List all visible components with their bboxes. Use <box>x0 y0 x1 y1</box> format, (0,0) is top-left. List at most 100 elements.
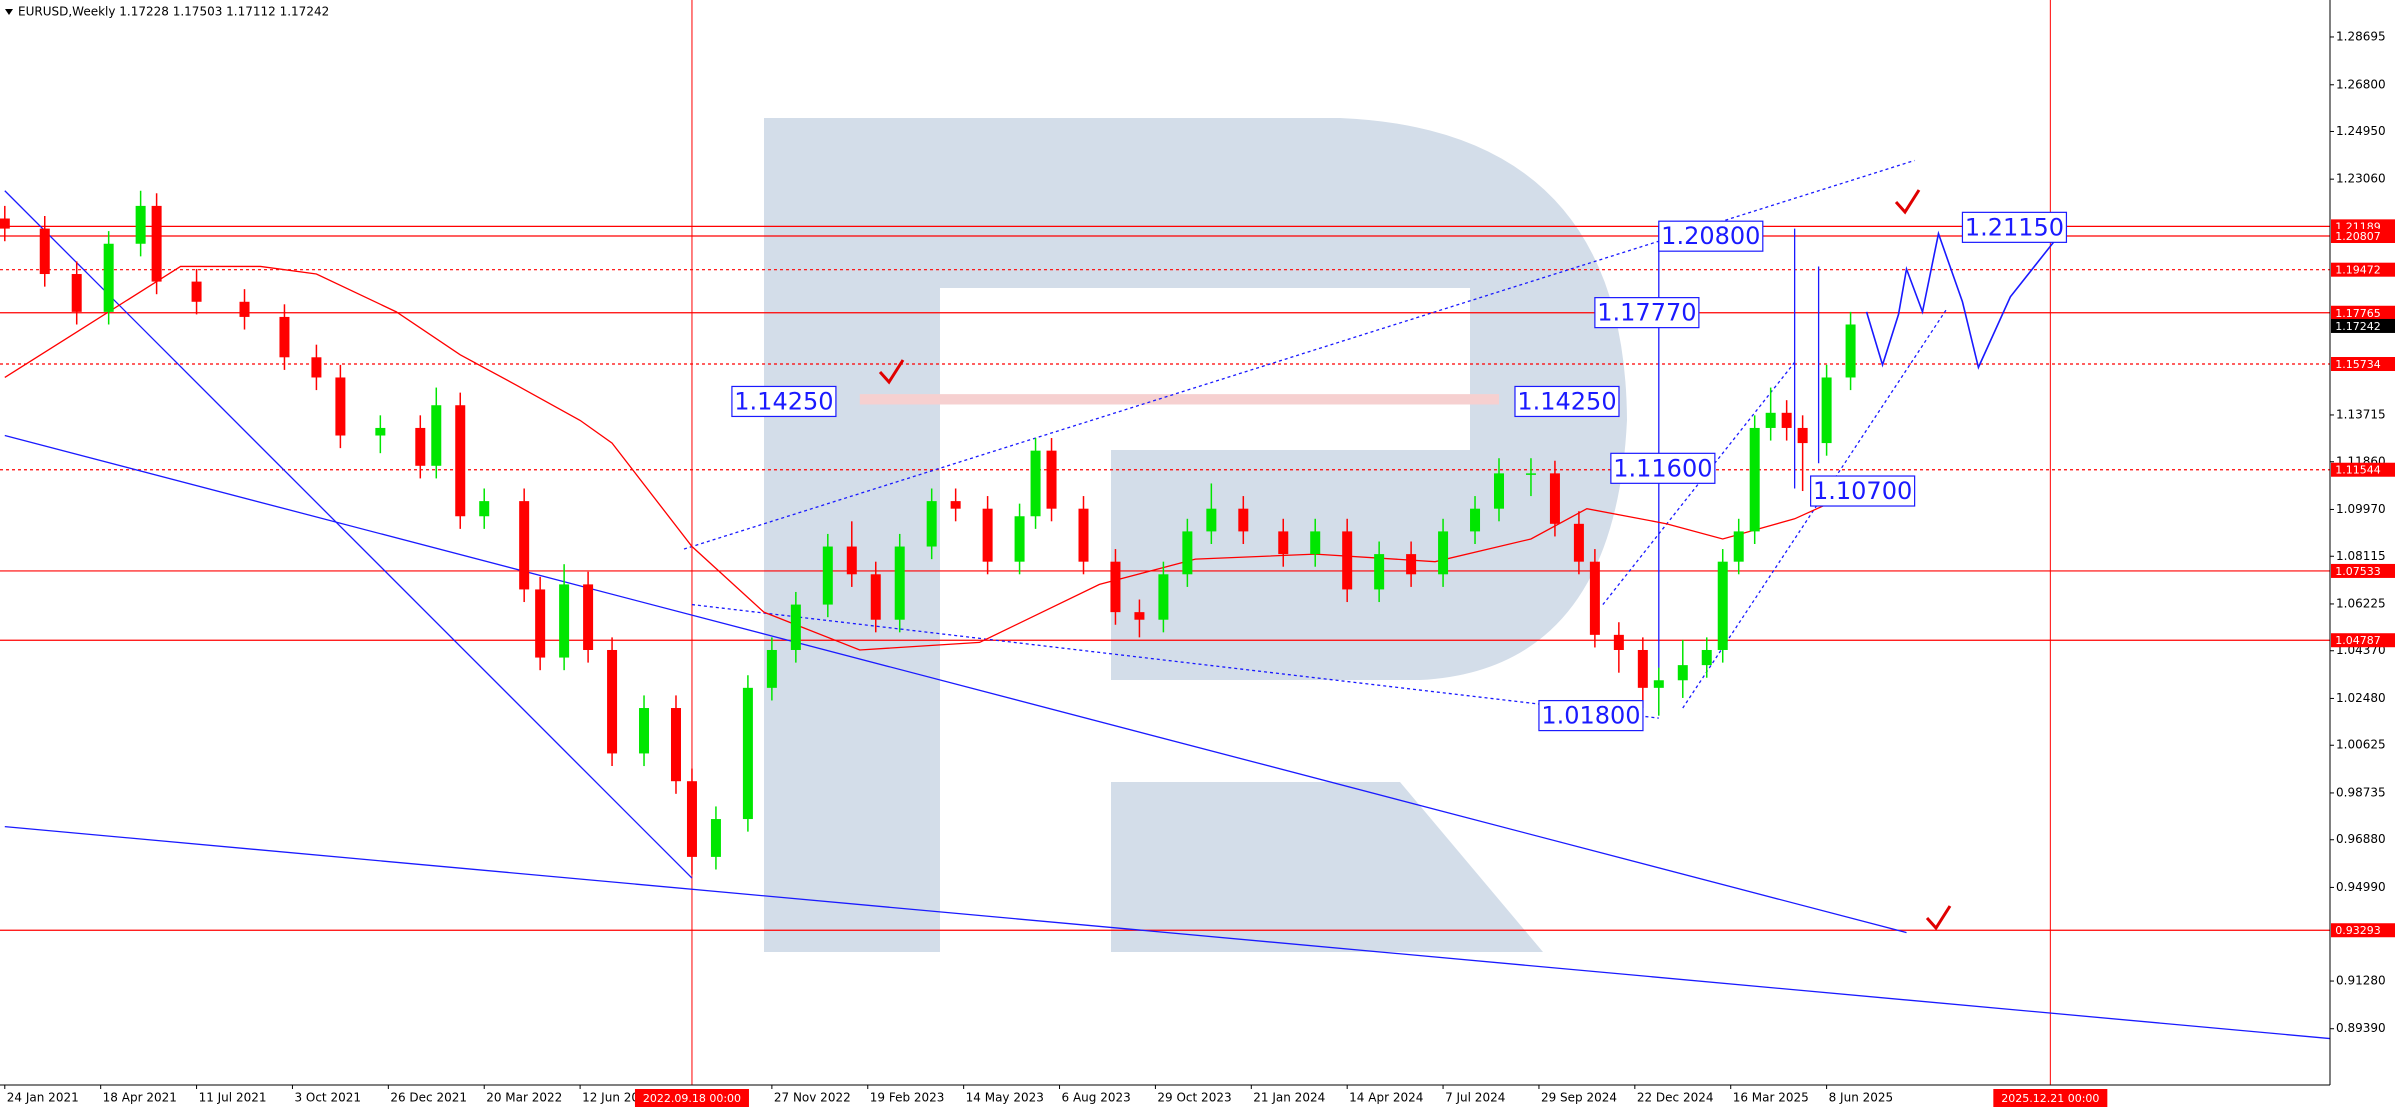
candle-body <box>1797 427 1808 444</box>
date-tag <box>1993 1089 2108 1107</box>
x-tick-label: 29 Sep 2024 <box>1541 1091 1617 1105</box>
price-tag-label: 1.20807 <box>2335 230 2381 243</box>
price-tag-label: 1.17765 <box>2335 307 2381 320</box>
candle-body <box>103 243 114 312</box>
candle-body <box>1653 680 1664 688</box>
y-tick-label: 0.98735 <box>2336 785 2386 799</box>
price-tag-label: 0.93293 <box>2335 924 2381 937</box>
x-tick-label: 26 Dec 2021 <box>390 1091 467 1105</box>
price-tag-label: 1.15734 <box>2335 358 2381 371</box>
x-tick-label: 6 Aug 2023 <box>1062 1091 1131 1105</box>
candle-body <box>191 281 202 302</box>
candle-body <box>519 501 530 590</box>
price-tag-label: 1.04787 <box>2335 634 2381 647</box>
candle-body <box>311 357 322 378</box>
candle-body <box>1078 508 1089 562</box>
candle-body <box>1749 427 1760 532</box>
annotation-label: 1.11600 <box>1613 454 1712 482</box>
y-tick-label: 1.13715 <box>2336 407 2386 421</box>
price-tag-label: 1.17242 <box>2335 320 2381 333</box>
price-tag-label: 1.11544 <box>2335 464 2381 477</box>
price-tag <box>2331 229 2395 244</box>
forecast-path <box>1865 225 2067 370</box>
chart-header: EURUSD,Weekly 1.17228 1.17503 1.17112 1.… <box>18 5 329 19</box>
y-tick-label: 1.09970 <box>2336 502 2386 516</box>
annotation-box <box>1538 699 1644 732</box>
candle-body <box>670 708 681 782</box>
date-tag-label: 2025.12.21 00:00 <box>2001 1092 2099 1105</box>
x-tick-label: 14 Apr 2024 <box>1349 1091 1423 1105</box>
annotation-label: 1.10700 <box>1813 477 1912 505</box>
candle-body <box>1134 612 1145 620</box>
x-tick-label: 8 Jun 2025 <box>1829 1091 1894 1105</box>
candle-body <box>1438 531 1449 575</box>
y-tick-label: 1.28695 <box>2336 29 2386 43</box>
candle-body <box>1046 450 1057 509</box>
candle-body <box>1733 531 1744 562</box>
price-tag <box>2331 923 2395 938</box>
candle-body <box>279 316 290 358</box>
candle-body <box>710 819 721 857</box>
zone <box>859 394 1499 405</box>
x-tick-label: 16 Mar 2025 <box>1733 1091 1809 1105</box>
candle-body <box>431 405 442 466</box>
x-tick-label: 20 Mar 2022 <box>486 1091 562 1105</box>
x-tick-label: 14 May 2023 <box>966 1091 1044 1105</box>
annotation-box <box>731 385 837 418</box>
x-tick-label: 7 Jul 2024 <box>1445 1091 1505 1105</box>
candle-body <box>1613 634 1624 650</box>
candle-body <box>415 427 426 466</box>
x-tick-label: 24 Jan 2021 <box>7 1091 79 1105</box>
price-tag <box>2331 462 2395 477</box>
candle-body <box>870 574 881 620</box>
y-tick-label: 0.89390 <box>2336 1021 2386 1035</box>
trend-line <box>4 825 2331 1040</box>
candle-body <box>1238 508 1249 532</box>
y-tick-label: 1.26800 <box>2336 77 2386 91</box>
candle-body <box>1182 531 1193 575</box>
candle-body <box>926 501 937 547</box>
price-tag <box>2331 262 2395 277</box>
menu-triangle[interactable] <box>5 9 13 15</box>
candle-body <box>535 589 546 658</box>
candle-body <box>1821 377 1832 444</box>
candle-body <box>950 501 961 509</box>
price-tag <box>2331 563 2395 578</box>
y-tick-label: 1.23060 <box>2336 172 2386 186</box>
candle-body <box>1765 412 1776 428</box>
candle-body <box>790 604 801 650</box>
candle-body <box>1637 649 1648 688</box>
candle-body <box>1845 324 1856 378</box>
date-tag <box>634 1089 749 1107</box>
candle-body <box>1493 473 1504 509</box>
annotation-label: 1.20800 <box>1661 222 1760 250</box>
price-tag <box>2331 633 2395 648</box>
candle-body <box>151 205 162 282</box>
candle-body <box>686 781 697 857</box>
x-tick-label: 29 Oct 2023 <box>1157 1091 1231 1105</box>
date-tag-label: 2022.09.18 00:00 <box>643 1092 741 1105</box>
y-tick-label: 1.02480 <box>2336 691 2386 705</box>
watermark-logo <box>764 118 1627 952</box>
candle-body <box>479 501 490 517</box>
candle-body <box>1014 516 1025 562</box>
candle-body <box>1374 554 1385 590</box>
candle-body <box>1525 473 1536 475</box>
candle-body <box>766 649 777 688</box>
candle-body <box>239 301 250 317</box>
candle-body <box>1406 554 1417 575</box>
x-tick-label: 27 Nov 2022 <box>774 1091 851 1105</box>
candle-body <box>822 546 833 605</box>
candle-body <box>71 274 82 312</box>
price-tag <box>2331 318 2395 333</box>
candle-body <box>1589 561 1600 635</box>
trend-line <box>4 434 1907 934</box>
candle-body <box>335 377 346 436</box>
x-tick-label: 22 Dec 2024 <box>1637 1091 1714 1105</box>
check-marks <box>878 189 1952 931</box>
x-tick-label: 19 Feb 2023 <box>870 1091 945 1105</box>
candle-body <box>375 427 386 436</box>
candle-body <box>639 708 650 754</box>
price-tag-label: 1.07533 <box>2335 565 2381 578</box>
